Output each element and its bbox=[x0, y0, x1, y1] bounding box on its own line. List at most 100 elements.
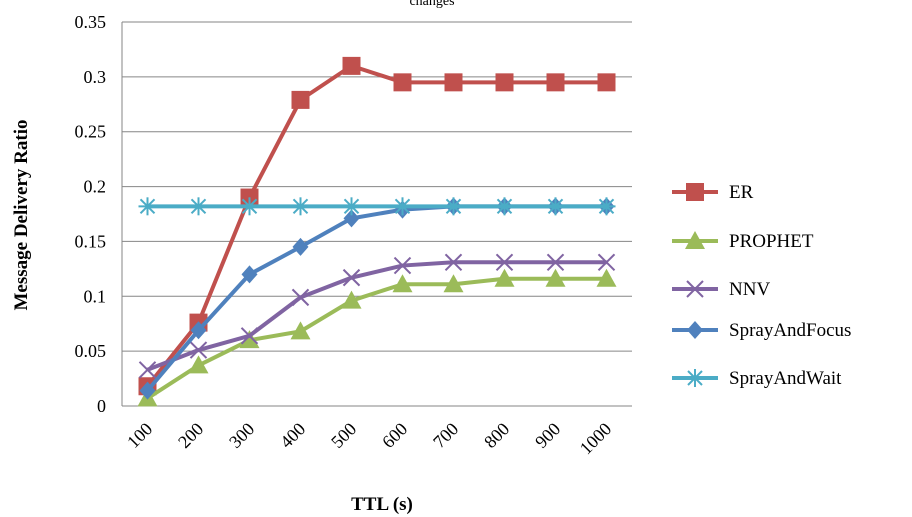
data-point-prophet bbox=[596, 268, 617, 287]
x-marker-stroke bbox=[393, 256, 412, 275]
x-axis-title: TTL (s) bbox=[351, 494, 413, 515]
diamond-marker-shape bbox=[190, 321, 207, 340]
data-point-nnv bbox=[189, 341, 208, 359]
x-tick-label: 100 bbox=[123, 419, 156, 452]
data-point-nnv bbox=[138, 361, 157, 379]
asterisk-marker-stroke bbox=[292, 198, 309, 215]
legend-label-nnv: NNV bbox=[729, 279, 770, 300]
x-tick-label: 700 bbox=[429, 419, 462, 452]
triangle-marker-shape bbox=[685, 231, 705, 249]
legend-label-sprayandwait: SprayAndWait bbox=[729, 368, 842, 389]
legend-marker-er bbox=[686, 183, 704, 201]
data-point-prophet bbox=[341, 290, 362, 309]
y-axis-tick-labels: 0 0.05 0.1 0.15 0.2 0.25 0.3 0.35 bbox=[75, 12, 107, 416]
y-tick-label: 0.3 bbox=[84, 67, 107, 87]
x-tick-label: 1000 bbox=[576, 419, 616, 459]
data-point-sprayandwait bbox=[546, 197, 565, 216]
data-point-nnv bbox=[393, 256, 412, 275]
triangle-marker-shape bbox=[494, 268, 515, 287]
data-point-er bbox=[393, 73, 412, 92]
asterisk-marker-stroke bbox=[190, 198, 207, 215]
diamond-marker-shape bbox=[241, 265, 258, 284]
x-tick-label: 200 bbox=[174, 419, 207, 452]
top-caption-fragment: changes bbox=[409, 0, 454, 9]
data-point-sprayandfocus bbox=[292, 237, 309, 256]
data-point-nnv bbox=[291, 288, 310, 307]
triangle-marker-shape bbox=[188, 355, 209, 374]
x-tick-label: 500 bbox=[327, 419, 360, 452]
x-marker-stroke bbox=[342, 268, 361, 287]
series-line-nnv bbox=[146, 260, 607, 372]
data-point-sprayandfocus bbox=[343, 209, 360, 228]
legend-label-prophet: PROPHET bbox=[729, 231, 814, 252]
data-point-er bbox=[597, 73, 616, 92]
triangle-marker-shape bbox=[392, 274, 413, 293]
x-tick-label: 900 bbox=[531, 419, 564, 452]
x-marker-stroke bbox=[138, 361, 157, 379]
y-axis-title: Message Delivery Ratio bbox=[11, 120, 32, 311]
diamond-marker-shape bbox=[292, 237, 309, 256]
legend: ER PROPHET NNV SprayAndFocus SprayAndWait bbox=[672, 182, 851, 389]
legend-item-er: ER bbox=[672, 182, 754, 203]
asterisk-marker-stroke bbox=[241, 198, 258, 215]
legend-item-sprayandwait: SprayAndWait bbox=[672, 368, 842, 389]
y-tick-label: 0.05 bbox=[75, 341, 107, 361]
data-point-sprayandwait bbox=[597, 197, 616, 216]
triangle-marker-shape bbox=[443, 274, 464, 293]
data-point-sprayandwait bbox=[495, 197, 514, 216]
asterisk-marker-stroke bbox=[343, 198, 360, 215]
data-point-sprayandfocus bbox=[139, 381, 156, 400]
x-tick-label: 800 bbox=[480, 419, 513, 452]
series-prophet bbox=[137, 268, 617, 407]
y-tick-label: 0.2 bbox=[84, 177, 107, 197]
data-point-er bbox=[342, 56, 361, 75]
data-point-sprayandfocus bbox=[241, 265, 258, 284]
series-sprayandwait bbox=[138, 197, 616, 216]
y-tick-label: 0 bbox=[97, 396, 106, 416]
x-marker-stroke bbox=[686, 280, 704, 298]
square-marker-shape bbox=[393, 73, 412, 92]
series-nnv bbox=[138, 253, 616, 379]
square-marker-shape bbox=[291, 90, 310, 109]
x-axis-tick-labels: 100 200 300 400 500 600 700 800 900 1000 bbox=[123, 419, 615, 459]
legend-marker-sprayandwait bbox=[686, 369, 704, 387]
x-marker-stroke bbox=[495, 253, 514, 271]
data-point-er bbox=[546, 73, 565, 92]
data-point-sprayandwait bbox=[138, 197, 157, 216]
legend-marker-sprayandfocus bbox=[687, 321, 703, 339]
triangle-marker-shape bbox=[545, 268, 566, 287]
data-point-nnv bbox=[597, 253, 616, 271]
data-point-sprayandwait bbox=[393, 197, 412, 216]
data-point-prophet bbox=[545, 268, 566, 287]
triangle-marker-shape bbox=[239, 330, 260, 349]
diamond-marker-shape bbox=[139, 381, 156, 400]
legend-label-sprayandfocus: SprayAndFocus bbox=[729, 320, 851, 341]
y-tick-label: 0.1 bbox=[84, 286, 107, 306]
diamond-marker-shape bbox=[687, 321, 703, 339]
data-point-sprayandwait bbox=[444, 197, 463, 216]
x-marker-stroke bbox=[240, 327, 259, 345]
diamond-marker-shape bbox=[343, 209, 360, 228]
series-line-er bbox=[145, 63, 607, 388]
legend-item-prophet: PROPHET bbox=[672, 231, 814, 252]
data-point-nnv bbox=[444, 253, 463, 271]
x-marker-stroke bbox=[444, 253, 463, 271]
data-point-sprayandwait bbox=[342, 197, 361, 216]
asterisk-marker-stroke bbox=[496, 198, 513, 215]
data-point-prophet bbox=[443, 274, 464, 293]
data-point-sprayandwait bbox=[189, 197, 208, 216]
legend-item-sprayandfocus: SprayAndFocus bbox=[672, 320, 851, 341]
series-sprayandfocus bbox=[139, 197, 615, 400]
data-point-prophet bbox=[188, 355, 209, 374]
series-line-sprayandfocus bbox=[145, 204, 607, 392]
data-point-sprayandwait bbox=[240, 197, 259, 216]
data-point-nnv bbox=[495, 253, 514, 271]
data-point-prophet bbox=[239, 330, 260, 349]
square-marker-shape bbox=[546, 73, 565, 92]
series-layer bbox=[137, 56, 617, 407]
triangle-marker-shape bbox=[341, 290, 362, 309]
y-tick-label: 0.15 bbox=[75, 231, 107, 251]
data-point-prophet bbox=[290, 321, 311, 340]
data-point-sprayandfocus bbox=[190, 321, 207, 340]
